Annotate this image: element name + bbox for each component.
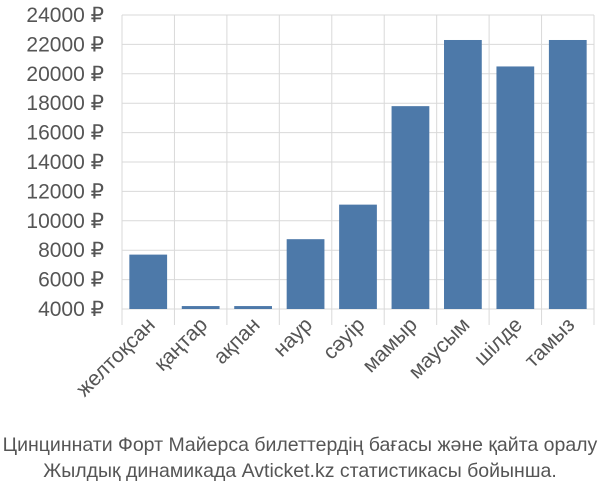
- y-axis-tick-labels: 4000 ₽ 6000 ₽ 8000 ₽ 10000 ₽ 12000 ₽ 14000 ₽ 1…: [26, 4, 104, 321]
- bar-3: [286, 239, 325, 309]
- x-tick-label: шілде: [470, 313, 527, 370]
- y-tick-label: 6000 ₽: [38, 269, 104, 292]
- caption-line-1: Цинциннати Форт Майерса билеттердің баға…: [2, 434, 598, 456]
- y-tick-label: 4000 ₽: [38, 298, 104, 321]
- grid-lines: [121, 14, 595, 325]
- y-tick-label: 22000 ₽: [26, 33, 104, 56]
- y-tick-label: 8000 ₽: [38, 239, 104, 262]
- bars: [129, 39, 587, 310]
- bar-5: [391, 106, 430, 309]
- x-tick-label: наур: [269, 313, 317, 361]
- y-tick-label: 24000 ₽: [26, 4, 104, 27]
- x-tick-label: желтоқсан: [72, 313, 160, 401]
- bar-chart: 4000 ₽ 6000 ₽ 8000 ₽ 10000 ₽ 12000 ₽ 14000 ₽ 1…: [26, 4, 595, 401]
- x-tick-label: ақпан: [209, 313, 265, 369]
- y-tick-label: 14000 ₽: [26, 151, 104, 174]
- bar-4: [339, 204, 377, 309]
- bar-0: [129, 254, 168, 309]
- bar-7: [496, 66, 535, 309]
- y-tick-label: 10000 ₽: [26, 210, 104, 233]
- bar-1: [181, 306, 220, 309]
- x-tick-label: тамыз: [520, 313, 579, 372]
- bar-2: [234, 306, 272, 309]
- y-tick-label: 16000 ₽: [26, 122, 104, 145]
- y-tick-label: 20000 ₽: [26, 63, 104, 86]
- y-tick-label: 18000 ₽: [26, 92, 104, 115]
- bar-6: [444, 39, 482, 310]
- y-tick-label: 12000 ₽: [26, 180, 104, 203]
- bar-8: [548, 39, 587, 310]
- x-tick-label: қаңтар: [150, 313, 212, 375]
- caption-line-2: Жылдық динамикада Avticket.kz статистика…: [43, 460, 557, 482]
